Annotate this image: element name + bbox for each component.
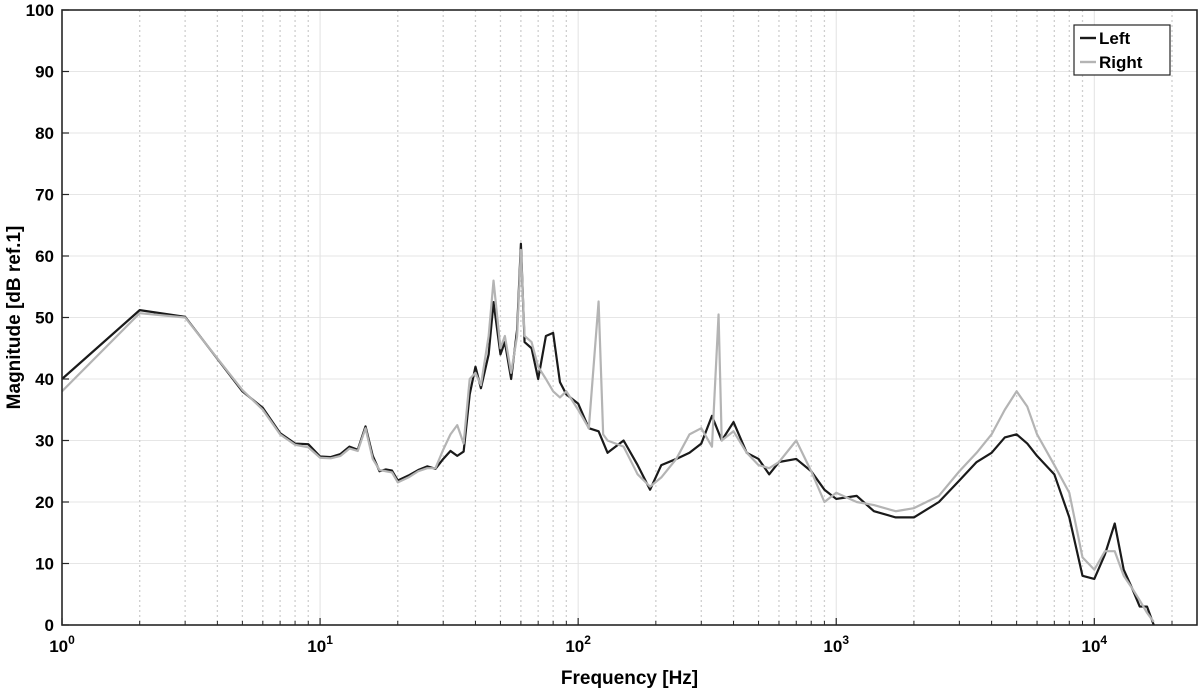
- series-line-right: [61, 248, 1155, 623]
- y-tick-label: 90: [35, 63, 54, 82]
- y-tick-label: 0: [45, 616, 54, 635]
- y-tick-label: 40: [35, 370, 54, 389]
- x-tick-label: 103: [823, 633, 849, 656]
- legend-box: [1073, 24, 1171, 76]
- y-tick-label: 20: [35, 493, 54, 512]
- y-axis-tick-labels: 0 10 20 30 40 50 60 70 80 90 100: [26, 1, 54, 635]
- series-group: [61, 242, 1155, 626]
- legend-label-right: Right: [1099, 53, 1143, 72]
- y-tick-label: 10: [35, 555, 54, 574]
- y-tick-label: 30: [35, 432, 54, 451]
- legend-label-left: Left: [1099, 29, 1131, 48]
- x-tick-label: 104: [1081, 633, 1107, 656]
- y-tick-label: 100: [26, 1, 54, 20]
- x-tick-label: 102: [565, 633, 591, 656]
- x-axis-tick-labels: 100 101 102 103 104: [49, 633, 1107, 656]
- y-tick-label: 50: [35, 309, 54, 328]
- axis-ticks: [61, 9, 1173, 626]
- y-tick-label: 60: [35, 247, 54, 266]
- y-tick-label: 70: [35, 186, 54, 205]
- y-axis-label: Magnitude [dB ref.1]: [4, 226, 25, 410]
- x-tick-label: 100: [49, 633, 75, 656]
- x-axis-label: Frequency [Hz]: [561, 668, 698, 689]
- legend: Left Right: [1073, 24, 1171, 76]
- grid: [61, 9, 1197, 626]
- y-tick-label: 80: [35, 124, 54, 143]
- x-tick-label: 101: [307, 633, 333, 656]
- series-line-left: [61, 242, 1155, 626]
